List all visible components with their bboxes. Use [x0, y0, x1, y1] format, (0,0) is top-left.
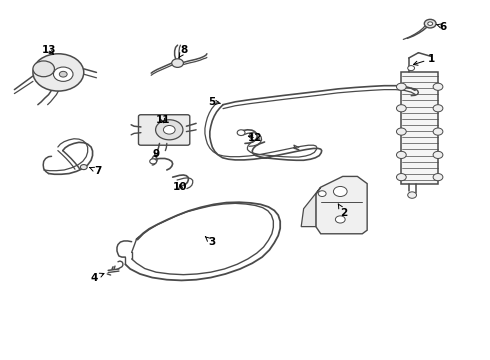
Text: 7: 7 — [90, 166, 101, 176]
Circle shape — [333, 186, 347, 197]
Circle shape — [433, 128, 443, 135]
Circle shape — [433, 105, 443, 112]
Bar — [401, 72, 438, 184]
Circle shape — [172, 59, 183, 67]
Text: 3: 3 — [205, 237, 216, 247]
Circle shape — [396, 174, 406, 181]
Circle shape — [150, 159, 157, 164]
Circle shape — [428, 22, 433, 26]
Text: 9: 9 — [152, 149, 160, 159]
Circle shape — [396, 105, 406, 112]
Circle shape — [33, 61, 54, 77]
Circle shape — [396, 83, 406, 90]
Circle shape — [163, 126, 175, 134]
Text: 12: 12 — [247, 133, 262, 143]
Circle shape — [424, 19, 436, 28]
Circle shape — [433, 174, 443, 181]
Text: 2: 2 — [338, 204, 347, 218]
Text: 10: 10 — [173, 182, 188, 192]
Text: 1: 1 — [414, 54, 435, 65]
Text: 6: 6 — [437, 22, 446, 32]
Circle shape — [53, 67, 73, 81]
FancyBboxPatch shape — [139, 115, 190, 145]
Polygon shape — [316, 176, 367, 234]
Polygon shape — [301, 187, 321, 226]
Circle shape — [408, 66, 415, 71]
Circle shape — [33, 54, 84, 91]
Text: 8: 8 — [179, 45, 188, 58]
Text: 13: 13 — [41, 45, 56, 55]
Text: 11: 11 — [156, 115, 170, 125]
Circle shape — [80, 165, 87, 170]
Text: 4: 4 — [91, 273, 104, 283]
Circle shape — [156, 120, 183, 140]
Circle shape — [433, 151, 443, 158]
Circle shape — [396, 128, 406, 135]
Circle shape — [408, 192, 416, 198]
Circle shape — [396, 151, 406, 158]
Circle shape — [335, 216, 345, 223]
Circle shape — [433, 83, 443, 90]
Circle shape — [59, 71, 67, 77]
Circle shape — [237, 130, 245, 135]
Circle shape — [318, 191, 326, 197]
Text: 5: 5 — [209, 97, 220, 107]
